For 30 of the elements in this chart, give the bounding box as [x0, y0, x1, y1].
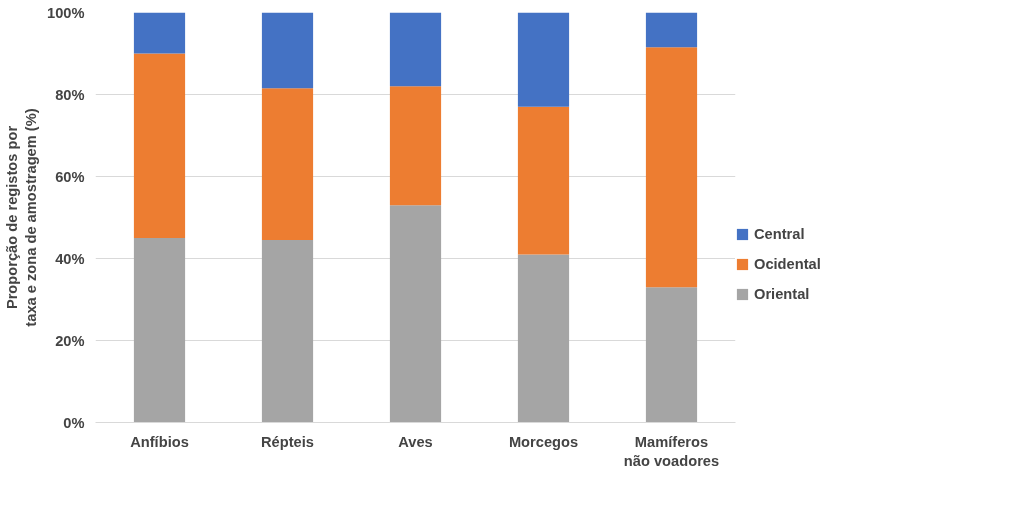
- bar: [389, 205, 442, 423]
- bar: [645, 47, 698, 288]
- bar: [133, 238, 186, 423]
- y-tick-label: 80%: [55, 86, 85, 103]
- legend-label: Ocidental: [754, 256, 821, 272]
- bar: [645, 12, 698, 48]
- bar: [261, 88, 314, 241]
- x-tick-label: Répteis: [261, 433, 314, 450]
- legend-label: Oriental: [754, 286, 810, 302]
- y-tick-label: 40%: [55, 250, 85, 267]
- y-tick-label: 20%: [55, 332, 85, 349]
- bar: [389, 86, 442, 206]
- legend-label: Central: [754, 226, 805, 242]
- bar: [133, 53, 186, 238]
- x-tick-label: Aves: [398, 433, 433, 450]
- y-tick-label: 0%: [63, 414, 85, 431]
- y-tick-label: 60%: [55, 168, 85, 185]
- x-tick-label: Anfíbios: [130, 433, 189, 450]
- x-tick-label: Morcegos: [508, 433, 579, 450]
- bar: [517, 106, 570, 255]
- bar: [517, 12, 570, 107]
- bar: [517, 254, 570, 423]
- bar: [645, 287, 698, 423]
- y-tick-label: 100%: [47, 4, 85, 21]
- y-axis-title: Proporção de registos por taxa e zona de amostragem (%): [3, 108, 40, 327]
- x-tick-label: Mamíferos não voadores: [623, 433, 720, 469]
- bar: [133, 12, 186, 54]
- bar: [261, 12, 314, 89]
- bar: [261, 240, 314, 423]
- bar: [389, 12, 442, 87]
